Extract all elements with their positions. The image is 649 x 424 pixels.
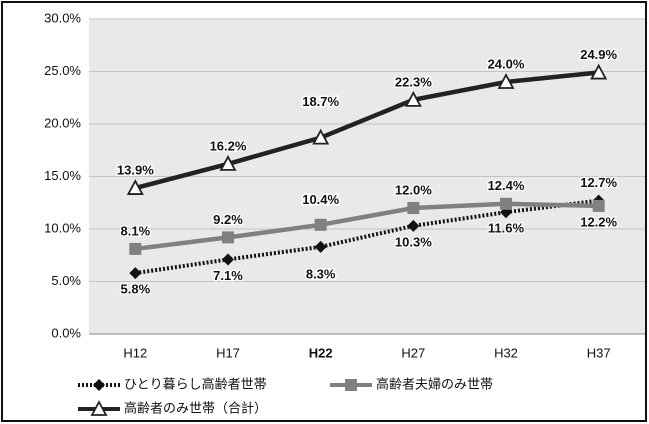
value-label: 11.6% bbox=[488, 221, 525, 236]
y-tick-label: 0.0% bbox=[51, 325, 81, 340]
marker bbox=[345, 379, 357, 391]
legend-item: 高齢者のみ世帯（合計） bbox=[78, 400, 267, 416]
x-tick-label: H17 bbox=[216, 345, 240, 360]
marker bbox=[219, 155, 237, 171]
marker bbox=[90, 400, 108, 416]
value-label-emphasis: 18.7% bbox=[302, 94, 339, 109]
value-label: 9.2% bbox=[213, 212, 243, 227]
value-label: 24.0% bbox=[488, 56, 525, 71]
marker bbox=[404, 90, 422, 107]
y-tick-label: 15.0% bbox=[44, 168, 81, 183]
marker bbox=[592, 199, 605, 212]
value-label: 10.3% bbox=[395, 234, 432, 249]
value-label: 12.7% bbox=[580, 175, 617, 190]
value-label: 12.4% bbox=[488, 178, 525, 193]
marker bbox=[93, 379, 105, 391]
legend-label: ひとり暮らし高齢者世帯 bbox=[124, 376, 267, 391]
value-label: 8.1% bbox=[121, 223, 151, 238]
value-label: 16.2% bbox=[210, 138, 247, 153]
value-label: 5.8% bbox=[121, 282, 151, 297]
legend-item: ひとり暮らし高齢者世帯 bbox=[78, 376, 267, 391]
x-tick-label: H27 bbox=[401, 345, 425, 360]
marker bbox=[129, 267, 142, 280]
marker bbox=[407, 219, 420, 232]
y-tick-label: 30.0% bbox=[44, 10, 81, 25]
marker bbox=[129, 242, 142, 255]
marker bbox=[590, 63, 608, 80]
value-label: 7.1% bbox=[213, 268, 243, 283]
marker bbox=[222, 253, 234, 266]
value-label-emphasis: 8.3% bbox=[306, 266, 336, 281]
x-tick-label: H12 bbox=[123, 345, 147, 360]
marker bbox=[312, 128, 330, 145]
y-tick-label: 25.0% bbox=[44, 63, 81, 78]
value-label: 22.3% bbox=[395, 74, 432, 89]
marker bbox=[126, 179, 144, 195]
value-label-emphasis: 10.4% bbox=[302, 192, 339, 207]
value-label: 13.9% bbox=[117, 162, 154, 177]
y-tick-label: 20.0% bbox=[44, 115, 81, 130]
marker bbox=[314, 218, 327, 231]
marker bbox=[222, 231, 234, 244]
series-line bbox=[134, 70, 599, 191]
y-tick-label: 10.0% bbox=[44, 220, 81, 235]
x-tick-label: H22 bbox=[309, 345, 333, 360]
series-line bbox=[135, 201, 599, 252]
marker bbox=[500, 197, 512, 210]
marker bbox=[314, 240, 327, 253]
marker bbox=[497, 73, 515, 89]
value-label: 24.9% bbox=[580, 47, 617, 62]
x-tick-label: H32 bbox=[494, 345, 518, 360]
y-tick-label: 5.0% bbox=[51, 273, 81, 288]
legend-label: 高齢者のみ世帯（合計） bbox=[124, 400, 267, 415]
value-label: 12.0% bbox=[395, 182, 432, 197]
legend-label: 高齢者夫婦のみ世帯 bbox=[376, 376, 493, 391]
value-label: 12.2% bbox=[580, 214, 617, 229]
legend-item: 高齢者夫婦のみ世帯 bbox=[330, 376, 493, 391]
marker bbox=[407, 202, 420, 214]
x-tick-label: H37 bbox=[587, 345, 611, 360]
